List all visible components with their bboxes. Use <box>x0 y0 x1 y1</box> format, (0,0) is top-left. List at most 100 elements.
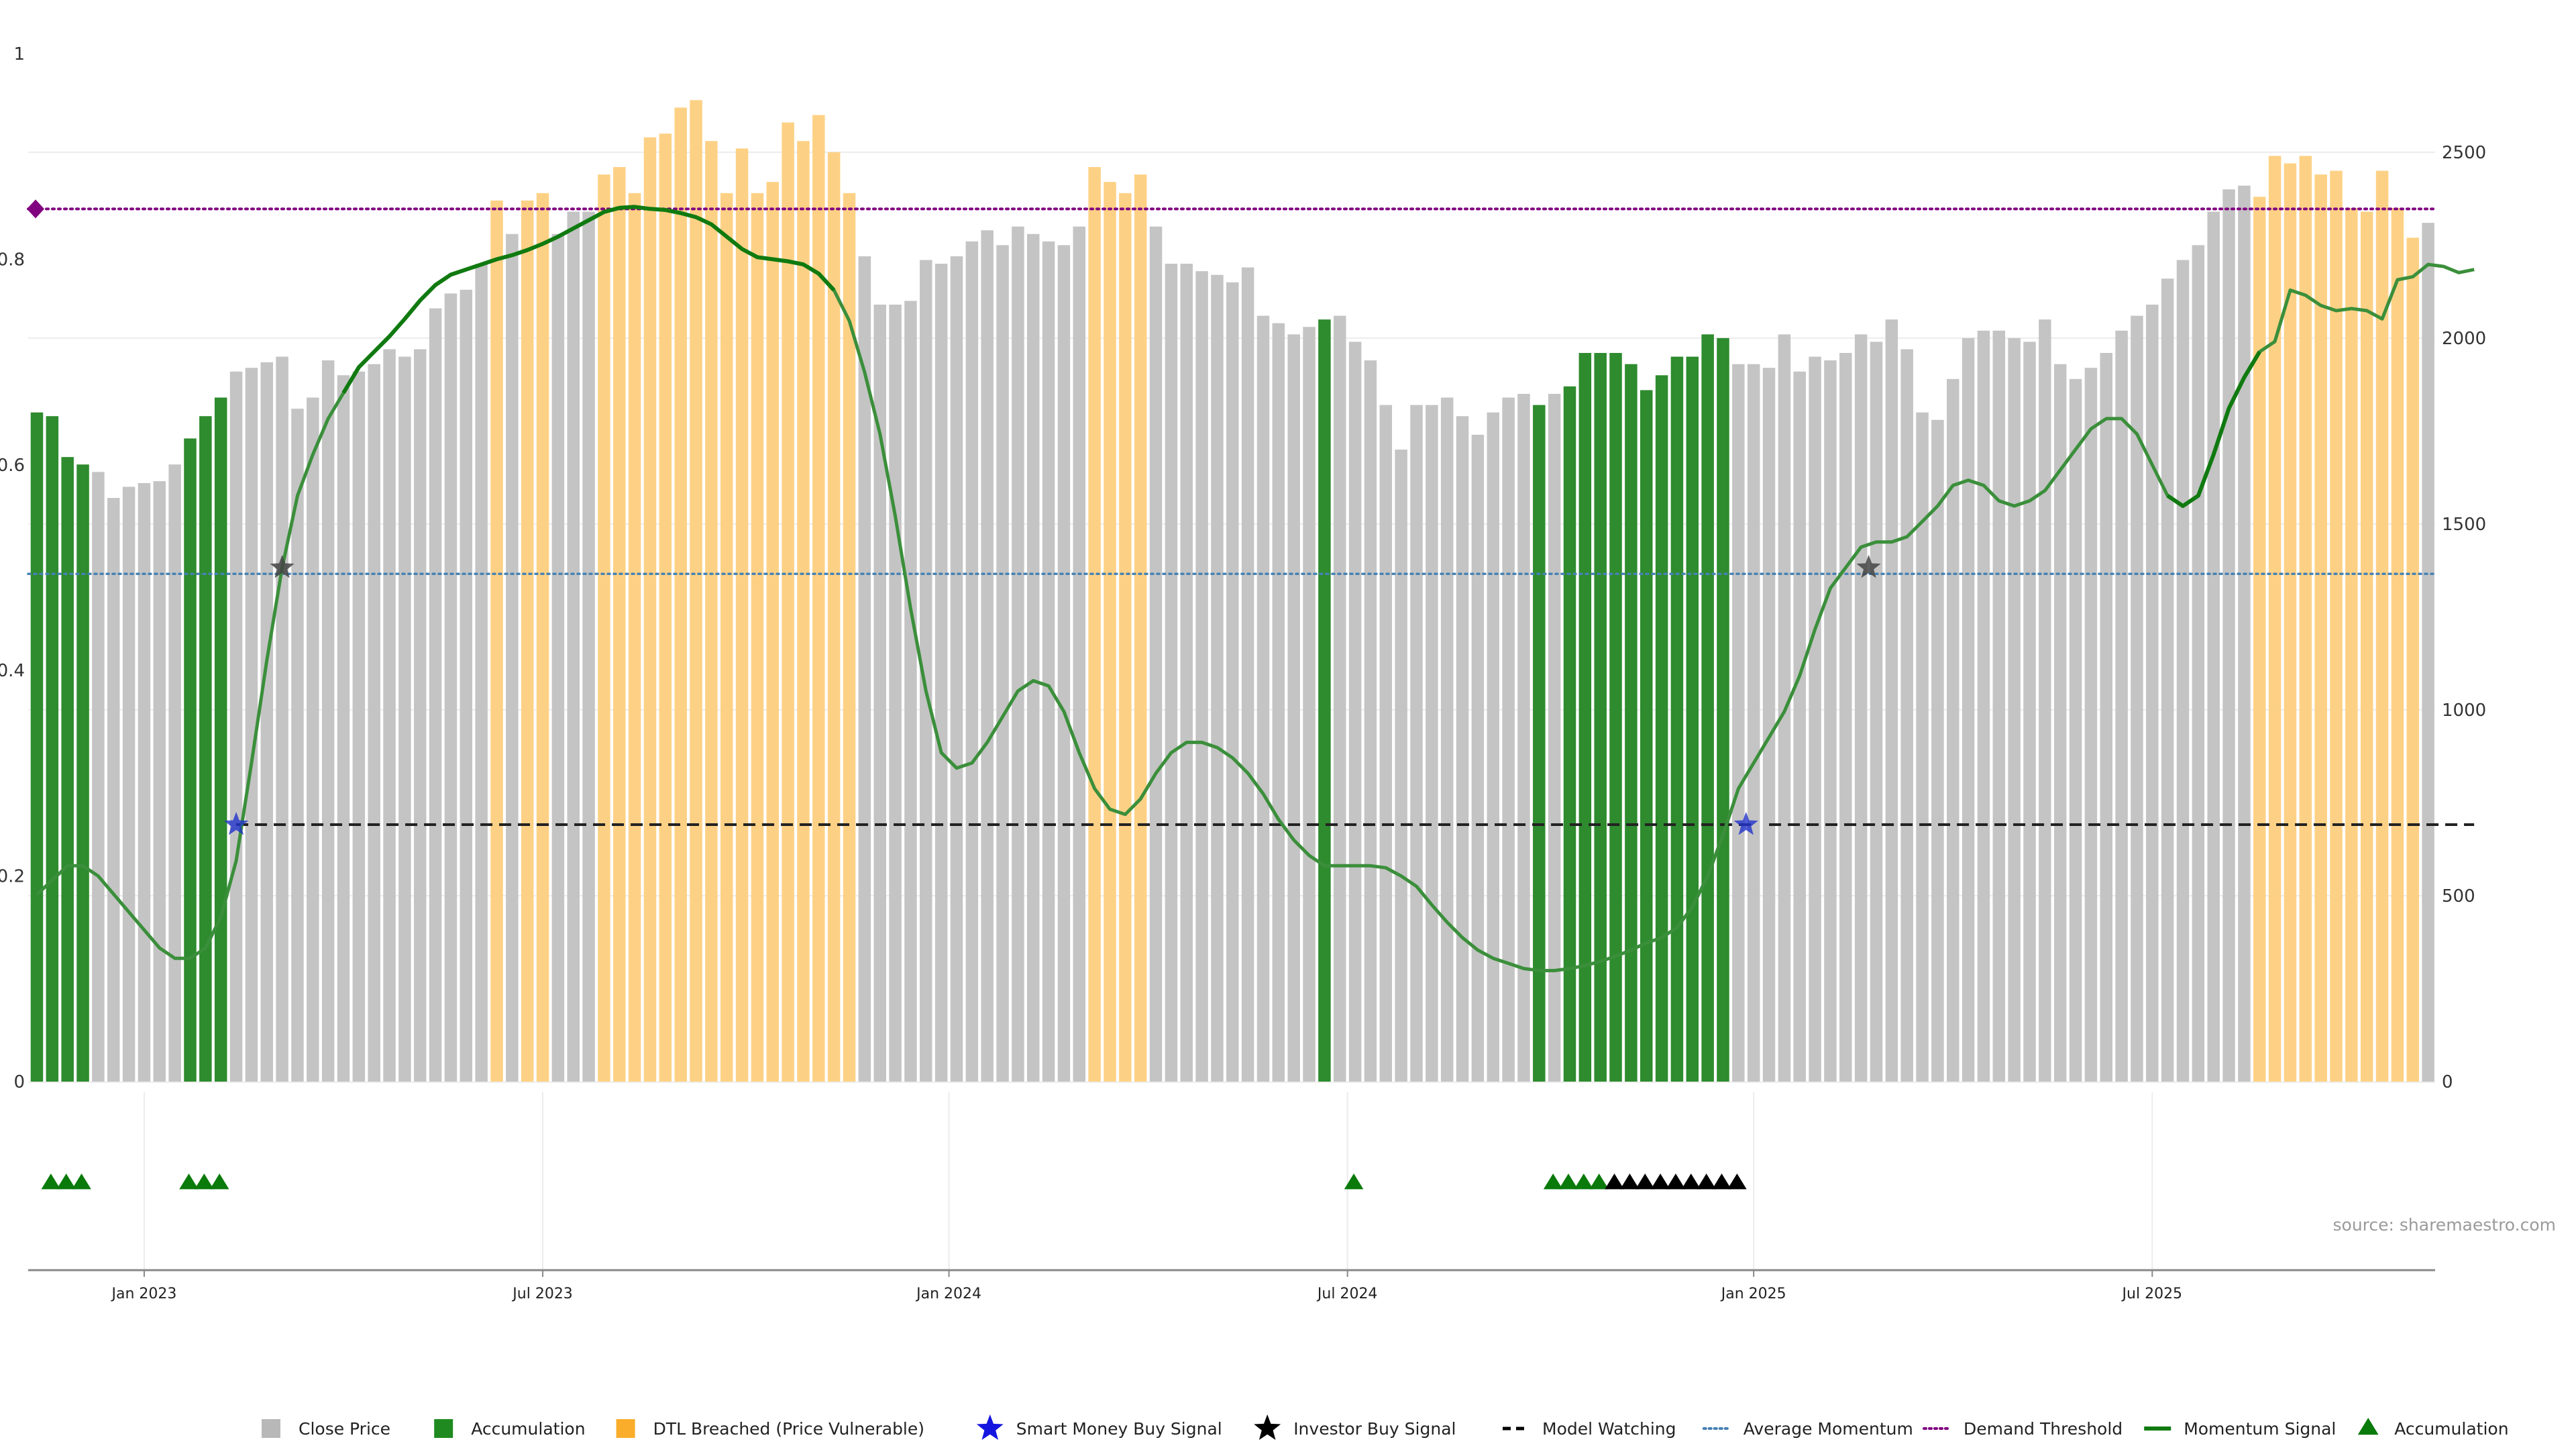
price-bar <box>1594 353 1607 1082</box>
right-tick-label: 500 <box>2442 886 2475 906</box>
price-bar <box>1563 386 1576 1082</box>
price-bar <box>1701 334 1714 1082</box>
legend-item: Accumulation <box>2357 1418 2509 1439</box>
price-bar <box>934 264 948 1082</box>
price-bar <box>567 211 580 1082</box>
price-bar <box>1073 226 1086 1082</box>
price-bar <box>2299 156 2312 1082</box>
price-bar <box>1609 353 1622 1082</box>
price-bar <box>2345 207 2358 1082</box>
legend-label: Smart Money Buy Signal <box>1016 1419 1222 1439</box>
accumulation-triangle-icon <box>1543 1174 1563 1190</box>
price-bar <box>92 472 105 1082</box>
price-bar <box>276 356 288 1082</box>
price-bar <box>1057 245 1071 1082</box>
price-bar <box>1717 338 1729 1082</box>
price-bar <box>506 234 519 1082</box>
time-tick-label: Jan 2023 <box>110 1286 176 1302</box>
demand-threshold-marker <box>27 199 44 219</box>
price-bar <box>2023 342 2036 1082</box>
price-bar <box>1793 371 1806 1082</box>
right-tick-label: 2500 <box>2442 143 2486 163</box>
price-bar <box>1134 174 1147 1082</box>
price-bar <box>2314 174 2327 1082</box>
price-bar <box>1379 405 1393 1082</box>
smart-money-star-icon <box>224 812 249 835</box>
price-bar <box>613 166 626 1082</box>
price-bar <box>122 486 136 1082</box>
price-bar <box>1440 397 1454 1082</box>
price-bar <box>2268 156 2282 1082</box>
price-bar <box>920 260 932 1082</box>
legend-swatch <box>616 1419 635 1438</box>
price-bar <box>352 371 366 1082</box>
price-bar <box>1640 390 1653 1082</box>
price-bar <box>414 349 427 1082</box>
price-bar <box>1686 356 1699 1082</box>
price-bar <box>674 107 687 1082</box>
price-bar <box>1992 330 2006 1082</box>
price-bar <box>981 230 994 1082</box>
black-triangle-icon <box>1727 1174 1747 1190</box>
price-bar <box>444 293 458 1082</box>
black-triangle-icon <box>1605 1174 1624 1190</box>
smart-money-star-icon <box>1733 812 1758 835</box>
legend-label: Accumulation <box>2394 1419 2508 1439</box>
price-bar <box>1104 182 1116 1082</box>
price-bar <box>153 481 166 1082</box>
price-bar <box>1732 364 1745 1082</box>
legend-item: Model Watching <box>1503 1419 1676 1439</box>
price-bar <box>1303 327 1316 1082</box>
legend-item: Momentum Signal <box>2144 1419 2336 1439</box>
price-bar <box>812 115 825 1082</box>
price-bar <box>2375 170 2389 1082</box>
price-bar <box>46 416 59 1082</box>
accumulation-triangle-icon <box>72 1174 91 1190</box>
price-bar <box>1334 315 1346 1082</box>
price-bar <box>582 211 595 1082</box>
price-bar <box>1012 226 1024 1082</box>
price-bar <box>107 498 120 1082</box>
time-tick-label: Jul 2024 <box>1316 1286 1378 1302</box>
price-bar <box>2284 163 2297 1082</box>
left-tick-label: 0.6 <box>0 456 25 476</box>
price-bar <box>460 289 473 1082</box>
price-bar <box>1839 353 1852 1082</box>
price-bar <box>843 193 856 1082</box>
price-bar <box>1119 193 1132 1082</box>
axes: 0 0.2 0.4 0.6 0.8 1 0 500 1000 1500 2000 2500 Jan 20… <box>0 44 2486 1302</box>
price-bar <box>1165 264 1178 1082</box>
accumulation-triangle-icon <box>179 1174 199 1190</box>
price-bar <box>2115 330 2128 1082</box>
price-bar <box>383 349 396 1082</box>
price-bar <box>2176 260 2190 1082</box>
accumulation-triangle-icon <box>1344 1174 1364 1190</box>
price-bar <box>1900 349 1913 1082</box>
price-bar <box>751 193 764 1082</box>
price-bar <box>705 141 718 1082</box>
price-bar <box>1149 226 1163 1082</box>
legend-label: Close Price <box>299 1419 390 1439</box>
price-bar <box>827 152 841 1082</box>
price-bar <box>1655 375 1668 1082</box>
legend-label: DTL Breached (Price Vulnerable) <box>653 1419 924 1439</box>
price-bar <box>797 141 810 1082</box>
right-tick-label: 1500 <box>2442 515 2486 535</box>
price-bar <box>1747 364 1760 1082</box>
legend-label: Average Momentum <box>1743 1419 1913 1439</box>
price-bar <box>904 301 917 1082</box>
price-bar <box>2146 304 2159 1082</box>
black-triangle-icon <box>1697 1174 1716 1190</box>
right-tick-label: 0 <box>2442 1072 2453 1092</box>
price-bar <box>2131 315 2143 1082</box>
price-bar <box>1809 356 1821 1082</box>
price-bar <box>307 397 319 1082</box>
time-tick-label: Jan 2025 <box>1720 1286 1786 1302</box>
accumulation-triangle-icon <box>209 1174 229 1190</box>
price-bar <box>1042 241 1055 1082</box>
price-bar <box>2084 368 2098 1082</box>
price-bar <box>2192 245 2205 1082</box>
price-bar <box>398 356 411 1082</box>
price-bar <box>1395 450 1407 1082</box>
price-bar <box>1548 393 1561 1082</box>
